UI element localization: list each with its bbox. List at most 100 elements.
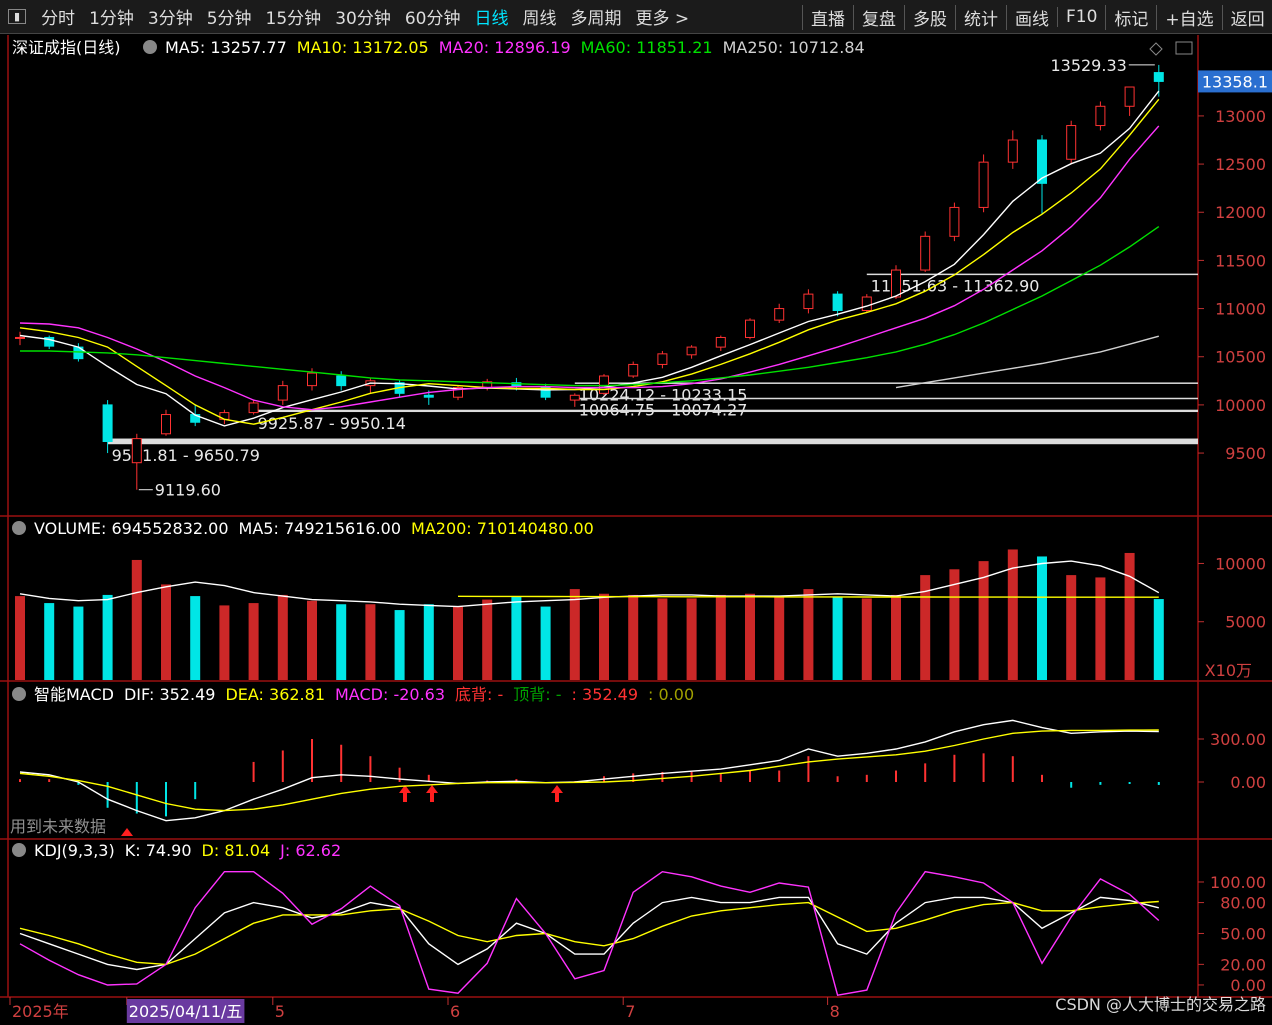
candle-body — [1095, 105, 1106, 127]
gap-band — [107, 438, 1199, 445]
tab[interactable]: 分时 — [41, 9, 76, 29]
volume-bar — [336, 604, 347, 680]
tab[interactable]: 返回 — [1221, 4, 1272, 30]
legend-entry: 顶背: - — [513, 685, 561, 704]
candle-body — [978, 161, 989, 208]
candle-body — [949, 206, 960, 237]
legend-entry: DEA: 362.81 — [225, 685, 325, 704]
macd-line — [19, 719, 1159, 822]
legend-entry: KDJ(9,3,3) — [34, 841, 115, 860]
candle-body — [599, 375, 609, 394]
candle-body — [1153, 72, 1164, 82]
ma-line — [895, 335, 1159, 389]
volume-bar — [745, 593, 755, 680]
volume-bar — [1066, 575, 1077, 680]
volume-bar — [453, 606, 463, 680]
toolbar: ▮ 分时 1分钟 3分钟 5分钟 15分钟 30分钟 60分钟 日线 周线 多周期 更多 > 直播复… — [0, 0, 1272, 34]
tab[interactable]: 统计 — [955, 4, 1006, 30]
tab[interactable]: 多周期 — [570, 9, 622, 29]
volume-bar — [569, 589, 580, 680]
legend-entry: MA5: 749215616.00 — [239, 519, 401, 538]
x-tick-label: 6 — [450, 1002, 460, 1021]
volume-bar — [1095, 577, 1106, 680]
tab[interactable]: 直播 — [802, 4, 853, 30]
candle-body — [44, 336, 55, 347]
legend-entry: MA20: 12896.19 — [439, 38, 571, 57]
signal-arrows — [121, 785, 563, 836]
tab[interactable]: +自选 — [1156, 4, 1221, 30]
legend-entry: MA5: 13257.77 — [165, 38, 287, 57]
y-tick-label: 80.00 — [1220, 894, 1266, 913]
y-tick-label: 5000 — [1225, 613, 1266, 632]
frame — [0, 35, 1272, 998]
tab[interactable]: 1分钟 — [89, 9, 134, 29]
volume-bar — [131, 559, 142, 680]
volume-bar — [657, 598, 668, 680]
ma-line — [19, 125, 1160, 411]
tab[interactable]: 30分钟 — [335, 9, 391, 29]
candle-body — [861, 296, 872, 311]
legend-entry: D: 81.04 — [202, 841, 271, 860]
tab[interactable]: 多股 — [904, 4, 955, 30]
candle-body — [1037, 139, 1047, 184]
low-label: 9119.60 — [155, 481, 221, 500]
tab[interactable]: 周线 — [522, 9, 557, 29]
volume-bar — [920, 575, 931, 680]
candle-body — [832, 293, 843, 311]
last-price-box — [1198, 70, 1272, 93]
legend-entry: 深证成指(日线) — [12, 38, 121, 57]
candle-body — [307, 372, 317, 387]
x-tick-label: 2025/04/11/五 — [129, 1002, 243, 1021]
panel-icons — [12, 40, 157, 857]
tab[interactable]: 日线 — [474, 9, 509, 29]
gap-band — [866, 273, 1198, 276]
gap-label: 9591.81 - 9650.79 — [112, 446, 260, 465]
x-tick-label: 2025年 — [12, 1002, 69, 1021]
tab[interactable]: 画线 — [1006, 4, 1057, 30]
ma-line — [20, 226, 1160, 387]
menu-icon[interactable]: ▮ — [8, 9, 27, 24]
x-tick-label: 5 — [275, 1002, 285, 1021]
candle-body — [15, 336, 25, 339]
tab[interactable]: 15分钟 — [265, 9, 322, 29]
gap-band — [574, 397, 1198, 400]
candle-body — [1007, 139, 1018, 163]
x-tick-label: 8 — [830, 1002, 840, 1021]
candle-body — [453, 387, 463, 398]
tab[interactable]: 60分钟 — [404, 9, 461, 29]
y-tick-label: 11500 — [1215, 251, 1266, 270]
volume-ma-line — [19, 560, 1160, 608]
y-tick-label: 300.00 — [1210, 730, 1266, 749]
tab[interactable]: 更多 > — [635, 9, 690, 29]
volume-bar — [190, 596, 201, 680]
volume-bar — [861, 598, 872, 680]
tab[interactable]: F10 — [1057, 7, 1105, 27]
gap-label: 11351.63 - 11362.90 — [871, 277, 1040, 296]
diamond-icon — [1149, 42, 1163, 56]
period-tabs: 分时 1分钟 3分钟 5分钟 15分钟 30分钟 60分钟 日线 周线 多周期 更多 > — [34, 4, 696, 29]
candle-body — [540, 387, 551, 398]
volume-bar — [540, 606, 551, 680]
candle-body — [686, 346, 697, 356]
tab[interactable]: 5分钟 — [206, 9, 252, 29]
tab[interactable]: 复盘 — [853, 4, 904, 30]
volume-bar — [949, 569, 960, 680]
tab[interactable]: 3分钟 — [147, 9, 193, 29]
watermark: CSDN @人大博士的交易之路 — [1055, 995, 1266, 1014]
candle-body — [803, 293, 814, 310]
gap-band — [253, 409, 1199, 413]
volume-bar — [161, 584, 171, 680]
tab[interactable]: 标记 — [1105, 4, 1156, 30]
volume-bar — [511, 596, 522, 680]
volume-bar — [102, 594, 113, 680]
volume-bar — [73, 606, 84, 680]
y-tick-label: 100.00 — [1210, 873, 1266, 892]
kdj-line — [19, 900, 1159, 966]
volume-bar — [686, 598, 697, 680]
volume-bar — [482, 599, 493, 680]
y-tick-label: 12000 — [1215, 203, 1266, 222]
candle-body — [628, 363, 639, 377]
volume-bar — [248, 603, 259, 680]
